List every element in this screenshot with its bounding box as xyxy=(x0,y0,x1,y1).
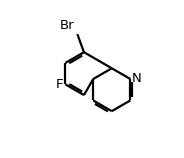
Text: F: F xyxy=(56,78,63,91)
Text: Br: Br xyxy=(59,19,74,32)
Text: N: N xyxy=(132,72,142,85)
